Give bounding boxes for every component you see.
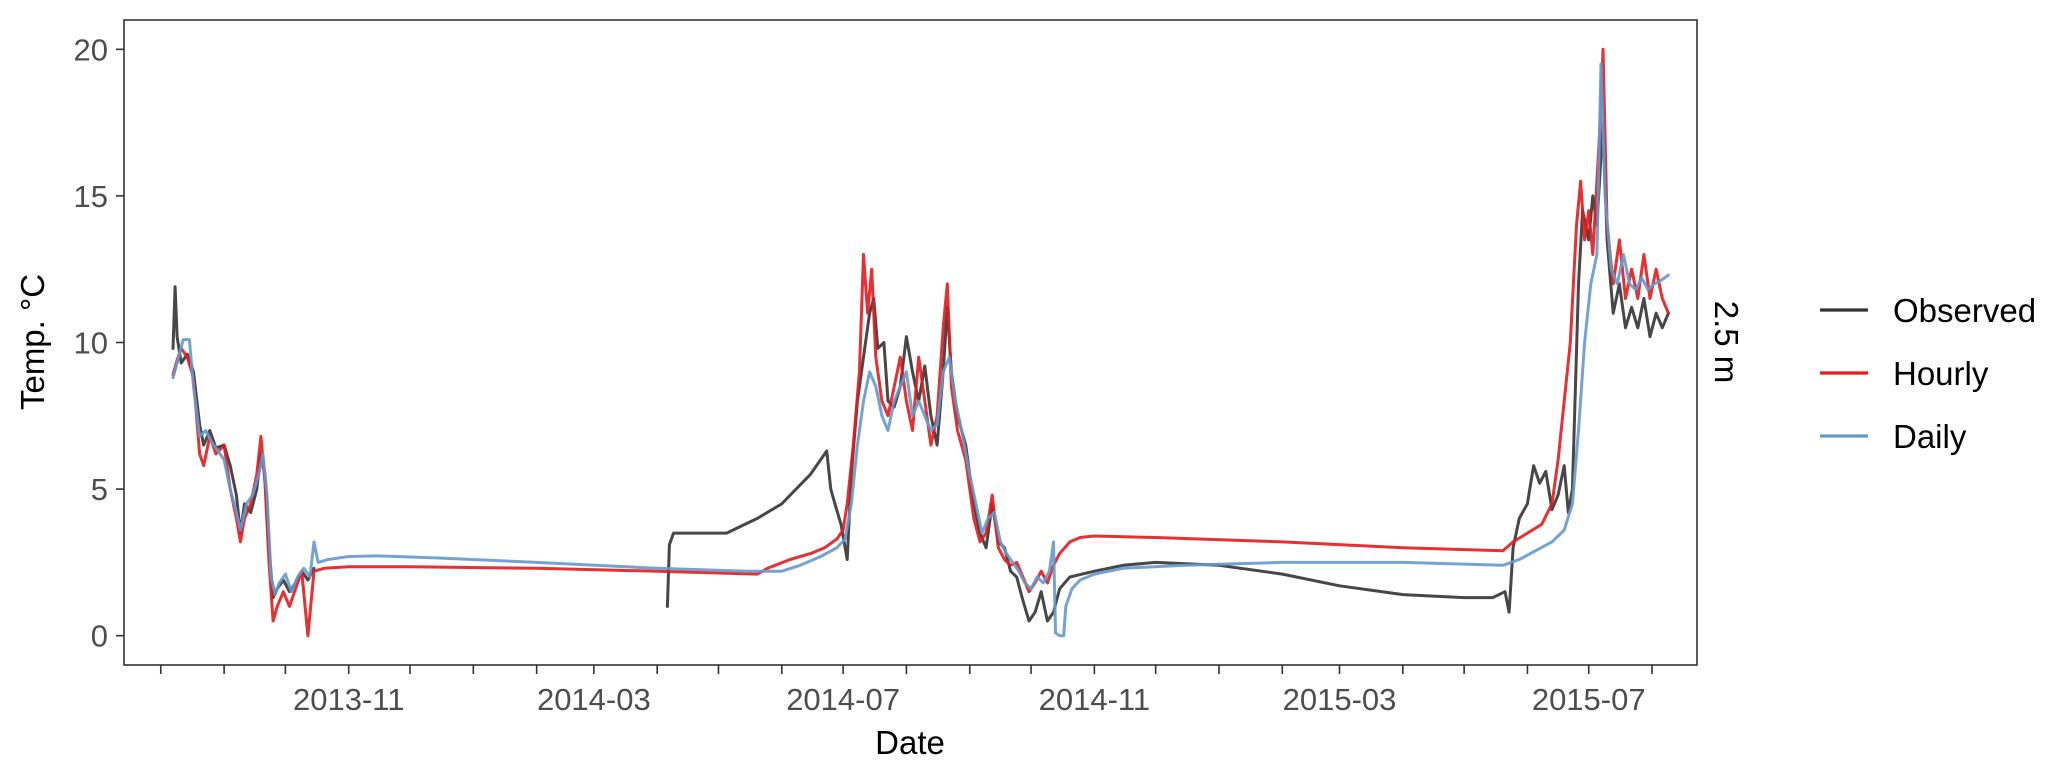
series-line-daily-1 [171, 62, 1670, 638]
series-line-observed-2 [665, 121, 1670, 623]
y-tick-label-10: 10 [74, 326, 108, 361]
y-tick-label-20: 20 [74, 32, 108, 67]
x-axis: 2013-11 2014-03 2014-07 2014-11 2015-03 2015-… [159, 665, 1653, 717]
series-line-hourly-1 [171, 47, 1670, 638]
series-line-observed-1 [171, 285, 316, 600]
x-axis-title: Date [875, 724, 945, 761]
y-axis-title: Temp. °C [14, 274, 51, 410]
x-tick-label-2014-07: 2014-07 [786, 682, 900, 717]
y-axis: 0 5 10 15 20 [74, 32, 124, 654]
y-tick-label-15: 15 [74, 179, 108, 214]
facet-strip-label: 2.5 m [1708, 301, 1745, 384]
legend: Observed Hourly Daily [1820, 292, 2036, 455]
marks-layer [171, 47, 1670, 638]
y-tick-label-5: 5 [91, 472, 108, 507]
x-tick-label-2015-07: 2015-07 [1532, 682, 1646, 717]
x-tick-label-2013-11: 2013-11 [293, 682, 404, 717]
legend-label-daily: Daily [1893, 418, 1967, 455]
legend-label-observed: Observed [1893, 292, 2036, 329]
legend-label-hourly: Hourly [1893, 355, 1989, 392]
x-tick-label-2014-03: 2014-03 [537, 682, 651, 717]
x-tick-label-2015-03: 2015-03 [1283, 682, 1397, 717]
x-tick-label-2014-11: 2014-11 [1039, 682, 1150, 717]
y-tick-label-0: 0 [91, 619, 108, 654]
